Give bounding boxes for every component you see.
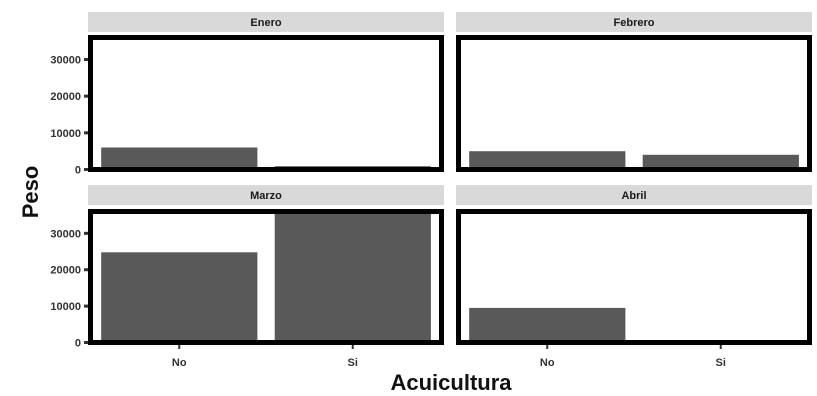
panel-border bbox=[456, 35, 812, 172]
facet-strip bbox=[88, 12, 444, 32]
y-axis-title: Peso bbox=[18, 166, 43, 219]
facet-panels: Enero 0 10000 20000 30000 Febrero Marzo 0 10000 2… bbox=[50, 12, 812, 369]
facet-strip bbox=[88, 185, 444, 205]
panel-border bbox=[88, 35, 444, 172]
bar-no bbox=[469, 307, 626, 343]
facet-strip-label: Abril bbox=[621, 190, 646, 202]
bar-no bbox=[469, 151, 626, 170]
bar-si bbox=[274, 213, 431, 343]
y-tick-label: 20000 bbox=[50, 265, 81, 277]
x-tick-label: No bbox=[172, 357, 187, 369]
x-tick-label: Si bbox=[348, 357, 358, 369]
bar-no bbox=[101, 147, 258, 170]
y-tick-label: 30000 bbox=[50, 228, 81, 240]
facet-strip bbox=[456, 12, 812, 32]
bar-no bbox=[101, 252, 258, 343]
facet-strip bbox=[456, 185, 812, 205]
bar-si bbox=[642, 154, 799, 170]
facet-marzo: Marzo 0 10000 20000 30000 No Si bbox=[50, 185, 444, 369]
panel-border bbox=[456, 209, 812, 345]
x-axis-title: Acuicultura bbox=[390, 370, 512, 395]
facet-strip-label: Febrero bbox=[614, 17, 655, 29]
facet-strip-label: Marzo bbox=[250, 190, 282, 202]
facet-abril: Abril No Si bbox=[456, 185, 812, 369]
panel-border bbox=[88, 209, 444, 345]
y-tick-label: 10000 bbox=[50, 301, 81, 313]
x-tick-label: No bbox=[540, 357, 555, 369]
y-tick-label: 30000 bbox=[50, 55, 81, 67]
y-tick-label: 20000 bbox=[50, 91, 81, 103]
y-tick-label: 0 bbox=[75, 338, 81, 350]
y-tick-label: 0 bbox=[75, 165, 81, 177]
facet-febrero: Febrero bbox=[456, 12, 812, 172]
y-tick-label: 10000 bbox=[50, 128, 81, 140]
facet-enero: Enero 0 10000 20000 30000 bbox=[50, 12, 444, 177]
facet-strip-label: Enero bbox=[250, 17, 281, 29]
x-tick-label: Si bbox=[716, 357, 726, 369]
